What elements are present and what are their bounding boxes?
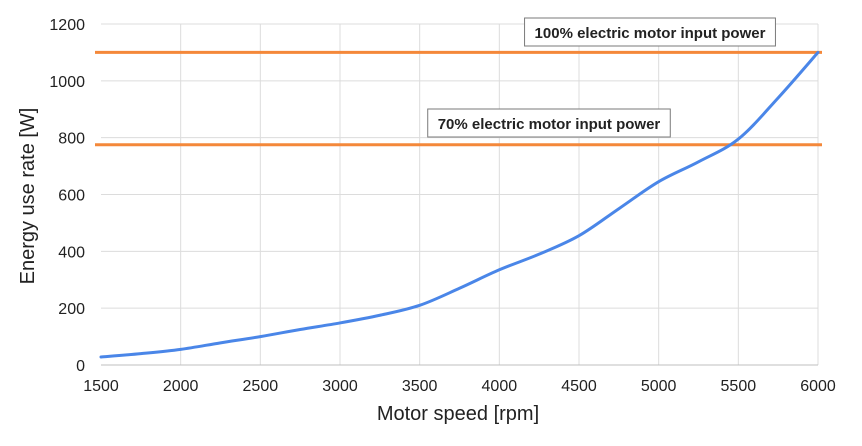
y-axis-title: Energy use rate [W]	[17, 108, 39, 285]
x-tick-label: 6000	[800, 378, 836, 395]
series-layer	[99, 50, 820, 359]
energy-use-line	[99, 50, 820, 359]
y-tick-label: 1200	[49, 17, 85, 34]
reference-label-frame	[427, 108, 671, 138]
y-tick-label: 0	[76, 358, 85, 375]
x-tick-label: 3000	[322, 378, 358, 395]
y-tick-label: 400	[58, 244, 85, 261]
axis-labels: Motor speed [rpm] Energy use rate [W]	[17, 108, 539, 425]
reference-line-label: 100% electric motor input power	[535, 25, 766, 42]
x-tick-label: 1500	[83, 378, 119, 395]
y-tick-label: 600	[58, 188, 85, 205]
x-tick-label: 4000	[482, 378, 518, 395]
reference-label-frame	[524, 17, 776, 47]
y-tick-label: 800	[58, 131, 85, 148]
x-tick-label: 5500	[721, 378, 757, 395]
x-tick-label: 4500	[561, 378, 597, 395]
x-tick-label: 2500	[243, 378, 279, 395]
x-tick-label: 5000	[641, 378, 677, 395]
axes: 1500 2000 2500 3000 3500 4000 4500 5000 5500 6000…	[49, 17, 835, 395]
x-axis-title: Motor speed [rpm]	[377, 403, 539, 425]
reference-lines: 100% electric motor input power 70% elect…	[95, 17, 822, 147]
reference-line-label: 70% electric motor input power	[438, 116, 661, 133]
x-tick-label: 3500	[402, 378, 438, 395]
x-tick-label: 2000	[163, 378, 199, 395]
y-tick-label: 1000	[49, 74, 85, 91]
y-tick-label: 200	[58, 301, 85, 318]
reference-line-label-box: 70% electric motor input power	[427, 108, 671, 138]
grid	[101, 23, 819, 365]
reference-line-label-box: 100% electric motor input power	[524, 17, 776, 47]
